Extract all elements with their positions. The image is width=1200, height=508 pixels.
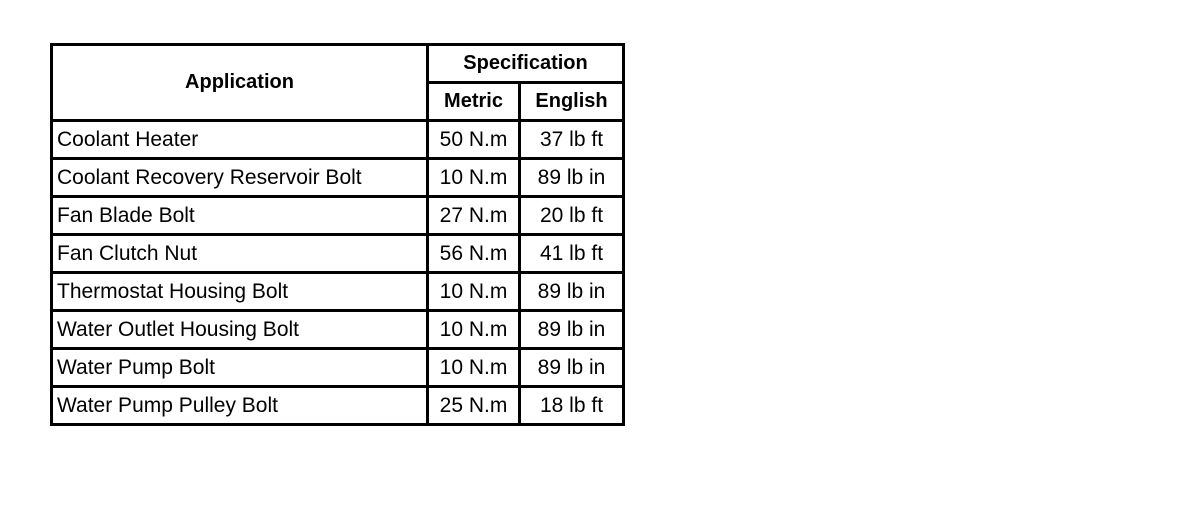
metric-cell: 27 N.m [426, 195, 521, 236]
metric-cell: 10 N.m [426, 271, 521, 312]
application-cell: Water Outlet Housing Bolt [50, 309, 429, 350]
application-cell: Thermostat Housing Bolt [50, 271, 429, 312]
torque-table: Application Specification Metric English… [50, 43, 626, 426]
table-row: Water Pump Bolt 10 N.m 89 lb in [50, 347, 626, 388]
english-cell: 18 lb ft [517, 385, 626, 426]
metric-cell: 50 N.m [426, 119, 521, 160]
header-application: Application [50, 43, 429, 122]
table-row: Water Pump Pulley Bolt 25 N.m 18 lb ft [50, 385, 626, 426]
english-cell: 41 lb ft [517, 233, 626, 274]
metric-cell: 10 N.m [426, 157, 521, 198]
header-english: English [517, 81, 626, 122]
metric-cell: 10 N.m [426, 347, 521, 388]
application-cell: Fan Clutch Nut [50, 233, 429, 274]
table-row: Thermostat Housing Bolt 10 N.m 89 lb in [50, 271, 626, 312]
table-row: Water Outlet Housing Bolt 10 N.m 89 lb in [50, 309, 626, 350]
english-cell: 20 lb ft [517, 195, 626, 236]
application-cell: Water Pump Bolt [50, 347, 429, 388]
application-cell: Coolant Recovery Reservoir Bolt [50, 157, 429, 198]
application-cell: Water Pump Pulley Bolt [50, 385, 429, 426]
metric-cell: 25 N.m [426, 385, 521, 426]
metric-cell: 10 N.m [426, 309, 521, 350]
table-row: Coolant Recovery Reservoir Bolt 10 N.m 89 … [50, 157, 626, 198]
application-cell: Coolant Heater [50, 119, 429, 160]
application-cell: Fan Blade Bolt [50, 195, 429, 236]
english-cell: 89 lb in [517, 309, 626, 350]
table-body: Coolant Heater 50 N.m 37 lb ft Coolant Reco… [50, 119, 626, 426]
english-cell: 89 lb in [517, 347, 626, 388]
metric-cell: 56 N.m [426, 233, 521, 274]
english-cell: 37 lb ft [517, 119, 626, 160]
table-row: Fan Clutch Nut 56 N.m 41 lb ft [50, 233, 626, 274]
table-row: Fan Blade Bolt 27 N.m 20 lb ft [50, 195, 626, 236]
english-cell: 89 lb in [517, 157, 626, 198]
english-cell: 89 lb in [517, 271, 626, 312]
header-specification: Specification [425, 43, 626, 84]
table-row: Coolant Heater 50 N.m 37 lb ft [50, 119, 626, 160]
header-metric: Metric [426, 81, 521, 122]
